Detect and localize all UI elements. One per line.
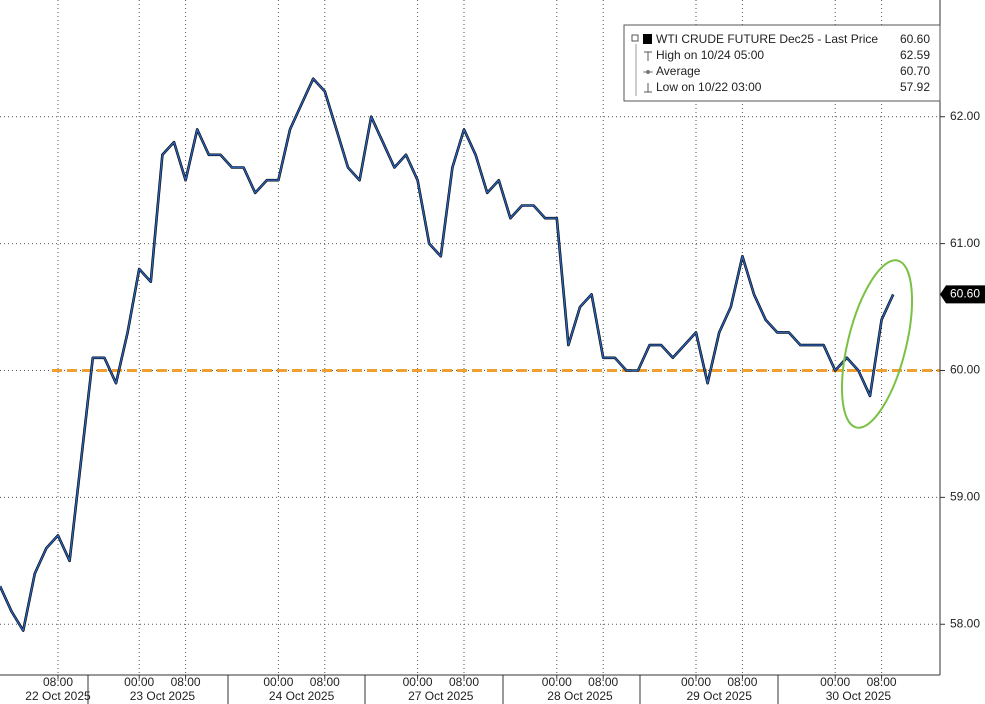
x-tick-label: 00:00 <box>820 675 850 689</box>
legend-stat-label: Average <box>656 64 701 78</box>
tag-label: 60.60 <box>950 287 980 301</box>
legend-average-dot <box>646 70 650 74</box>
x-tick-label: 00:00 <box>124 675 154 689</box>
plot <box>0 77 940 632</box>
date-label: 22 Oct 2025 <box>25 689 91 703</box>
x-tick-label: 08:00 <box>449 675 479 689</box>
legend-low-icon <box>644 83 652 93</box>
legend-stat-label: High on 10/24 05:00 <box>656 48 764 62</box>
date-label: 24 Oct 2025 <box>269 689 335 703</box>
x-tick-label: 00:00 <box>263 675 293 689</box>
legend-swatch <box>643 34 652 44</box>
date-label: 29 Oct 2025 <box>687 689 753 703</box>
legend-value: 60.60 <box>900 32 930 46</box>
x-tick-label: 00:00 <box>681 675 711 689</box>
last-price-tag: 60.60 <box>940 285 985 304</box>
highlight-ellipse <box>841 259 913 429</box>
tag-shape <box>940 285 985 304</box>
legend-stat-value: 57.92 <box>900 80 930 94</box>
date-label: 23 Oct 2025 <box>130 689 196 703</box>
legend-stat-value: 60.70 <box>900 64 930 78</box>
y-tick-label: 61.00 <box>950 236 980 250</box>
x-tick-label: 00:00 <box>403 675 433 689</box>
date-label: 27 Oct 2025 <box>408 689 474 703</box>
legend-box <box>623 24 941 102</box>
x-tick-label: 08:00 <box>727 675 757 689</box>
legend-stat-value: 62.59 <box>900 48 930 62</box>
y-tick-label: 62.00 <box>950 109 980 123</box>
x-tick-label: 08:00 <box>310 675 340 689</box>
x-tick-label: 00:00 <box>542 675 572 689</box>
date-label: 30 Oct 2025 <box>826 689 892 703</box>
x-tick-label: 08:00 <box>43 675 73 689</box>
y-tick-label: 60.00 <box>950 363 980 377</box>
price-line <box>0 78 894 632</box>
legend-title: WTI CRUDE FUTURE Dec25 - Last Price <box>656 32 878 46</box>
grid <box>0 0 940 675</box>
y-tick-label: 58.00 <box>950 616 980 630</box>
x-tick-label: 08:00 <box>867 675 897 689</box>
x-tick-label: 08:00 <box>588 675 618 689</box>
legend: WTI CRUDE FUTURE Dec25 - Last Price 60.6… <box>623 24 941 102</box>
legend-stat-label: Low on 10/22 03:00 <box>656 80 762 94</box>
day-separators <box>87 675 779 704</box>
x-tick-label: 08:00 <box>171 675 201 689</box>
legend-collapse-icon <box>631 34 639 42</box>
date-label: 28 Oct 2025 <box>547 689 613 703</box>
y-tick-label: 59.00 <box>950 490 980 504</box>
legend-high-icon <box>644 51 652 61</box>
legend-stats: High on 10/24 05:00 62.59 Average 60.70 Low … <box>656 48 930 94</box>
